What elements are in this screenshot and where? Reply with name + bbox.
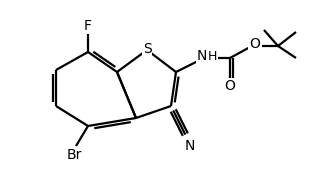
Text: N: N (185, 139, 195, 153)
Text: N: N (197, 49, 207, 63)
Text: S: S (143, 42, 151, 56)
Text: O: O (250, 37, 260, 51)
Text: Br: Br (66, 148, 82, 162)
Text: H: H (208, 50, 217, 62)
Text: F: F (84, 19, 92, 33)
Text: O: O (225, 79, 236, 93)
